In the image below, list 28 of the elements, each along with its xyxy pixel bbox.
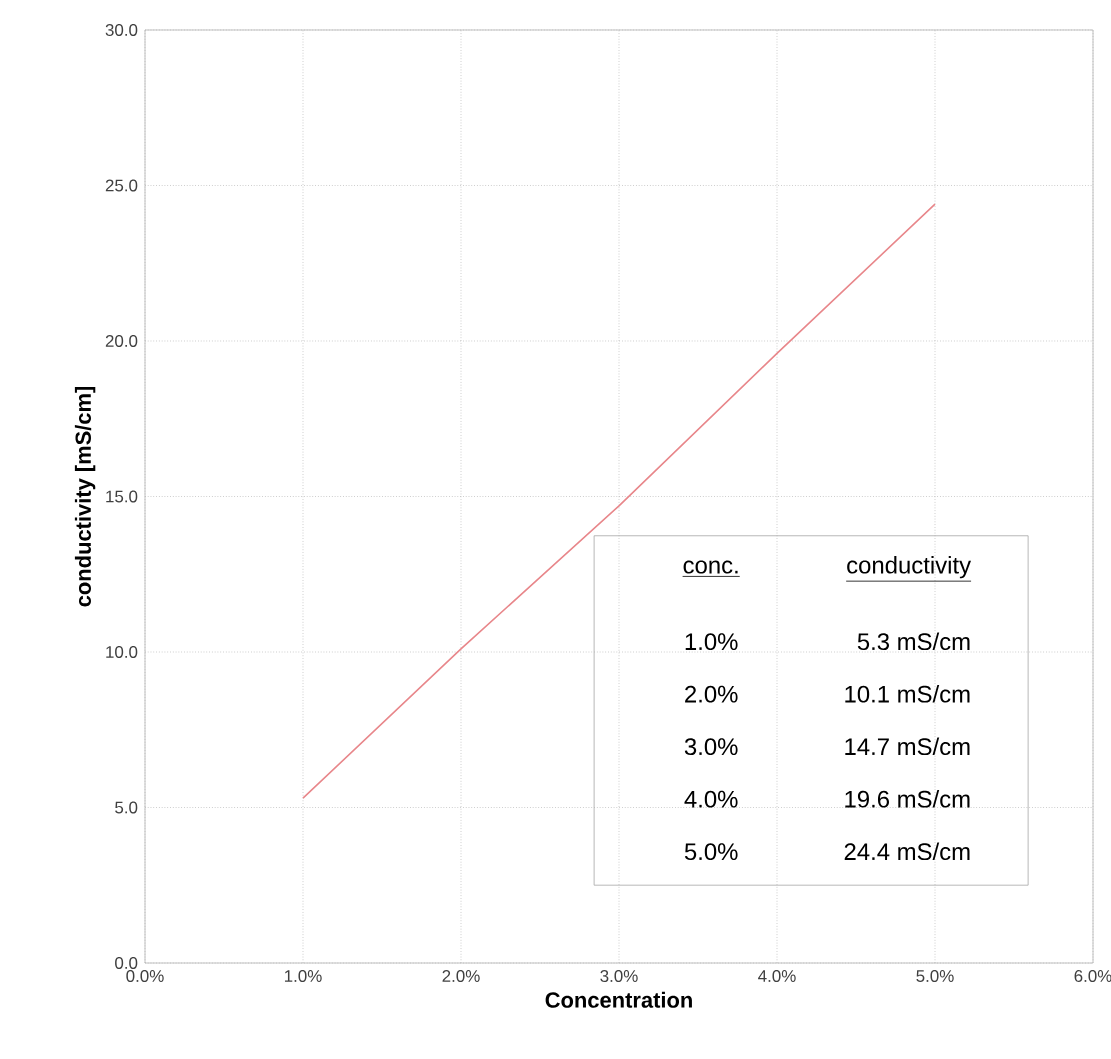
x-axis-title: Concentration: [545, 991, 692, 1008]
annotation: 19.6 mS/cm: [845, 790, 970, 808]
annotation: 14.7 mS/cm: [845, 737, 970, 756]
x-tick-label: 0.0%: [126, 970, 164, 983]
annotation: 10.1 mS/cm: [845, 685, 970, 703]
y-tick-label: 10.0: [106, 646, 138, 658]
annotation: 24.4 mS/cm: [844, 842, 970, 861]
annotation: conc.: [683, 560, 738, 574]
x-tick-label: 6.0%: [1074, 970, 1111, 983]
y-tick-label: 30.0: [105, 24, 138, 36]
annotation: 3.0%: [684, 738, 738, 756]
annotation: 1.0%: [685, 633, 738, 651]
y-axis-title: conductivity [mS/cm]: [74, 386, 96, 607]
x-tick-label: 1.0%: [284, 970, 322, 983]
annotation: 4.0%: [684, 790, 738, 808]
annotation: 2.0%: [685, 685, 738, 703]
y-tick-label: 20.0: [105, 335, 138, 347]
y-tick-label: 15.0: [106, 490, 138, 503]
x-tick-label: 3.0%: [600, 970, 638, 983]
x-tick-label: 5.0%: [916, 970, 954, 983]
y-tick-label: 0.0: [115, 957, 138, 969]
annotation: 5.0%: [684, 843, 738, 861]
x-tick-label: 2.0%: [442, 970, 480, 983]
x-tick-label: 4.0%: [758, 970, 796, 983]
y-tick-label: 25.0: [105, 179, 138, 192]
y-tick-label: 5.0: [115, 801, 138, 814]
annotation: conductivity: [847, 556, 972, 579]
annotation: 5.3 mS/cm: [857, 632, 970, 651]
